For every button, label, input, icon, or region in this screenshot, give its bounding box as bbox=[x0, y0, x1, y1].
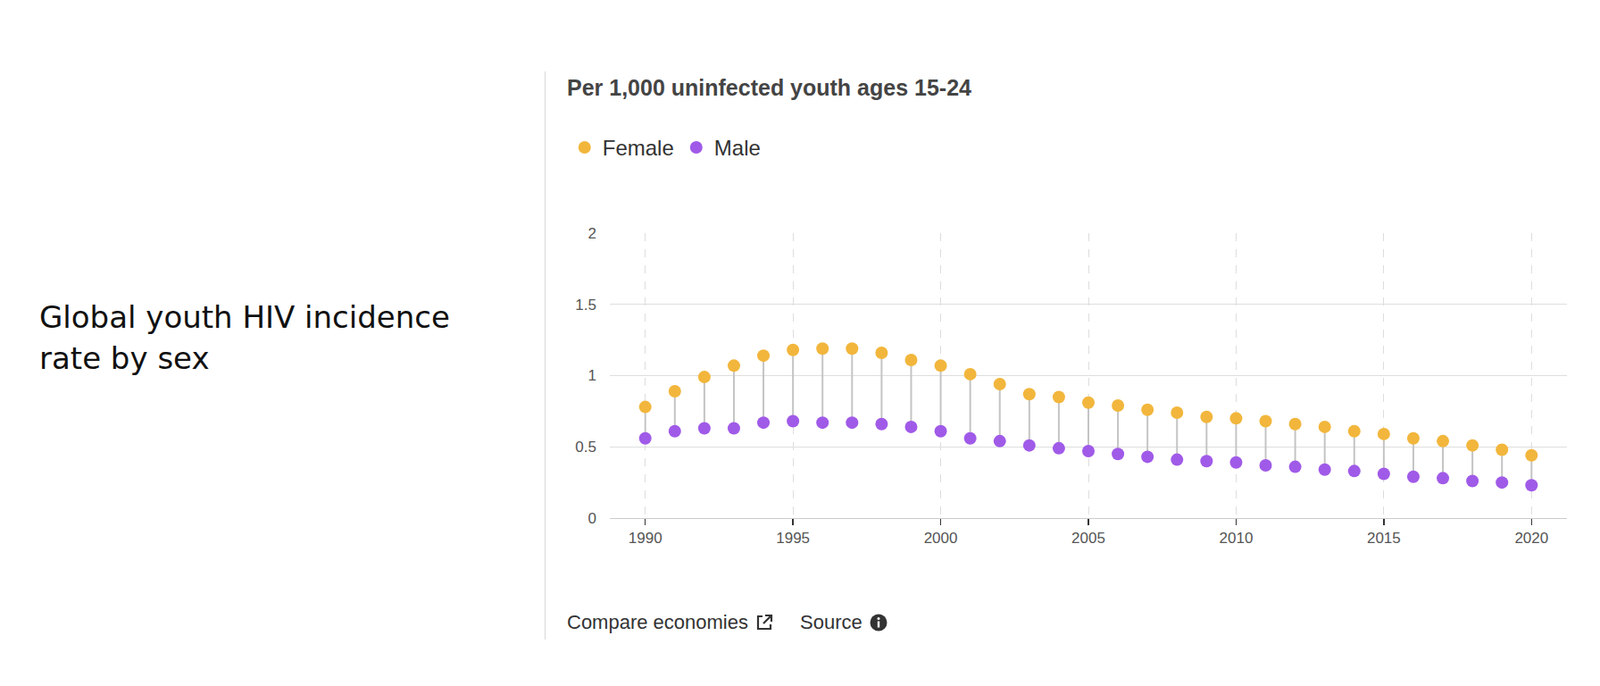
html-text:Global youth HIV incidence rat: Global youth HIV incidence rate by sex bbox=[39, 299, 450, 376]
html-text:Per 1,000 uninfected youth age: Per 1,000 uninfected youth ages 15-24 bbox=[566, 75, 972, 100]
svg-text:0.5: 0.5 bbox=[575, 438, 597, 456]
svg-text:2000: 2000 bbox=[924, 529, 959, 547]
svg-text:2010: 2010 bbox=[1219, 529, 1254, 547]
svg-text:Female: Female bbox=[602, 135, 675, 160]
svg-text:2020: 2020 bbox=[1514, 529, 1549, 547]
svg-text:2: 2 bbox=[588, 225, 597, 242]
svg-text:Male: Male bbox=[714, 135, 761, 160]
svg-text:1.5: 1.5 bbox=[575, 296, 597, 314]
html-text:Source: Source bbox=[800, 610, 863, 634]
svg-text:2005: 2005 bbox=[1071, 529, 1106, 547]
svg-text:1995: 1995 bbox=[775, 529, 810, 547]
html-text:Compare economies: Compare economies bbox=[566, 610, 749, 634]
svg-text:1990: 1990 bbox=[628, 529, 663, 547]
svg-text:1: 1 bbox=[588, 366, 597, 384]
svg-text:0: 0 bbox=[588, 509, 597, 527]
svg-text:2015: 2015 bbox=[1366, 529, 1401, 547]
